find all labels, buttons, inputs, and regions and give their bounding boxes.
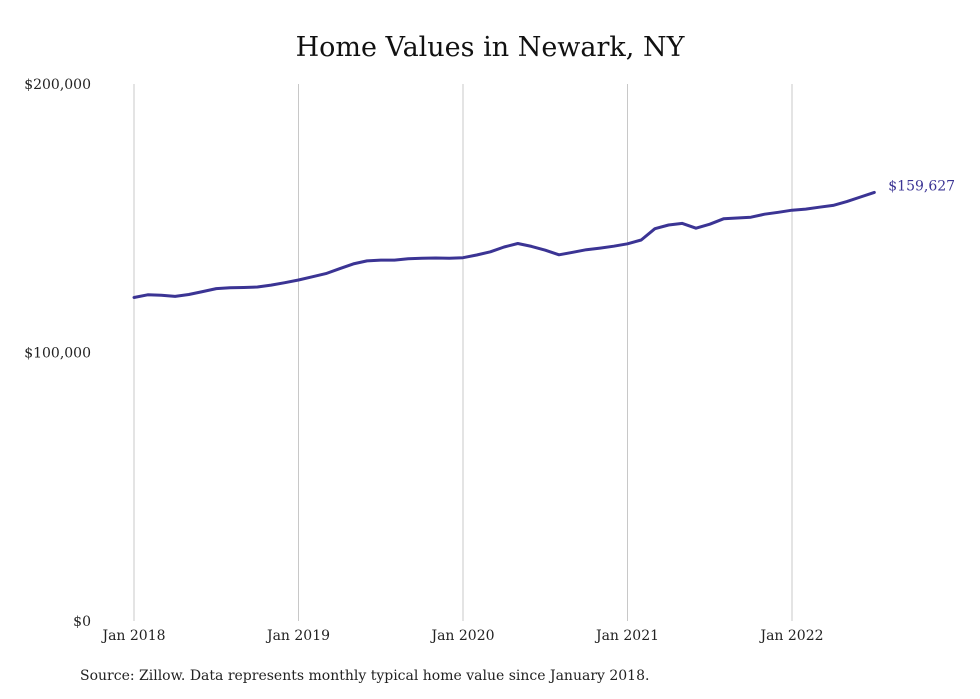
x-tick-label: Jan 2020: [429, 628, 494, 644]
y-tick-label: $200,000: [24, 77, 91, 93]
last-value-label: $159,627: [888, 178, 955, 194]
y-tick-label: $100,000: [24, 346, 91, 362]
y-axis-tick-labels: $0 $100,000 $200,000: [24, 77, 91, 630]
x-tick-label: Jan 2022: [758, 628, 823, 644]
x-axis-tick-labels: Jan 2018 Jan 2019 Jan 2020 Jan 2021 Jan 2022: [100, 628, 823, 644]
home-value-line: [132, 190, 876, 299]
source-footnote: Source: Zillow. Data represents monthly …: [80, 668, 650, 684]
vertical-gridlines: [133, 84, 793, 621]
chart-title: Home Values in Newark, NY: [295, 32, 685, 63]
x-tick-label: Jan 2021: [594, 628, 659, 644]
x-tick-label: Jan 2019: [265, 628, 330, 644]
y-tick-label: $0: [73, 614, 91, 630]
x-tick-label: Jan 2018: [100, 628, 165, 644]
